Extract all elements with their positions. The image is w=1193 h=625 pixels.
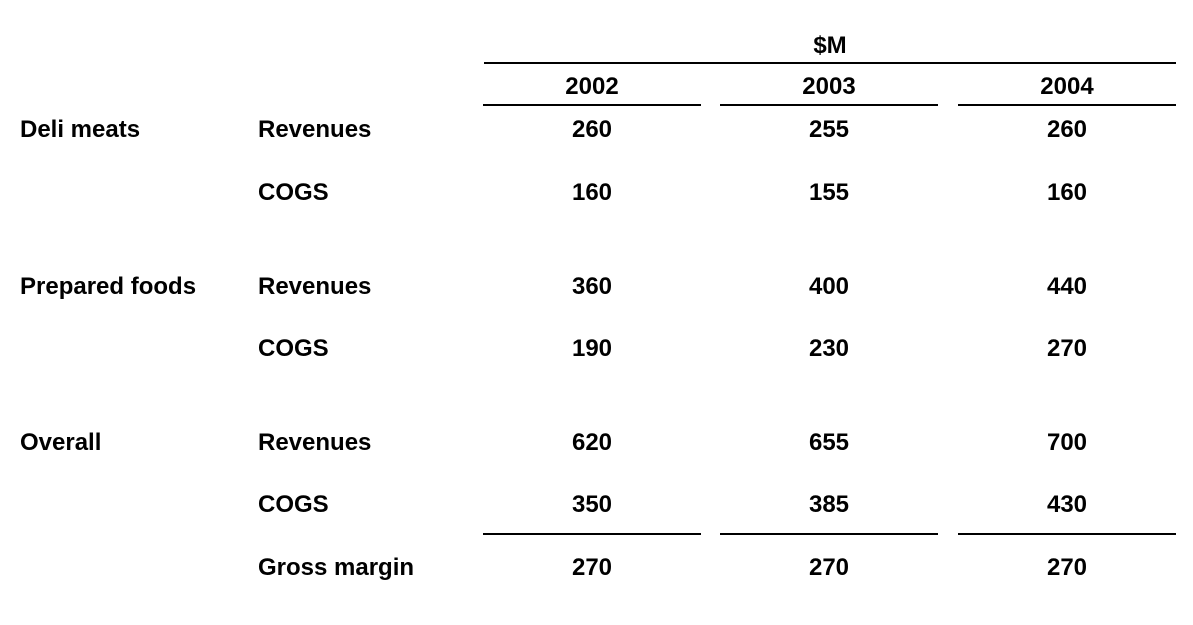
value-prepared-revenues-2002: 360: [571, 273, 613, 300]
unit-label: $M: [813, 32, 847, 59]
total-rule-2004: [958, 533, 1176, 535]
value-prepared-cogs-2003: 230: [808, 335, 850, 362]
value-overall-revenues-2002: 620: [571, 429, 613, 456]
value-gross-margin-2002: 270: [571, 554, 613, 581]
value-prepared-revenues-2003: 400: [808, 273, 850, 300]
value-deli-cogs-2003: 155: [808, 179, 850, 206]
value-deli-revenues-2004: 260: [1046, 116, 1088, 143]
value-gross-margin-2003: 270: [808, 554, 850, 581]
value-deli-revenues-2003: 255: [808, 116, 850, 143]
total-rule-2002: [483, 533, 701, 535]
group-label-overall: Overall: [20, 429, 102, 456]
value-deli-cogs-2002: 160: [571, 179, 613, 206]
unit-underline: [484, 62, 1176, 64]
group-label-prepared-foods: Prepared foods: [20, 273, 197, 300]
group-label-deli-meats: Deli meats: [20, 116, 141, 143]
value-overall-revenues-2003: 655: [808, 429, 850, 456]
row-label-prepared-revenues: Revenues: [258, 273, 372, 300]
total-rule-2003: [720, 533, 938, 535]
value-overall-cogs-2003: 385: [808, 491, 850, 518]
row-label-overall-cogs: COGS: [258, 491, 329, 518]
column-header-2003: 2003: [802, 73, 856, 100]
value-prepared-revenues-2004: 440: [1046, 273, 1088, 300]
row-label-prepared-cogs: COGS: [258, 335, 329, 362]
value-deli-cogs-2004: 160: [1046, 179, 1088, 206]
row-label-deli-revenues: Revenues: [258, 116, 372, 143]
column-header-2004: 2004: [1040, 73, 1094, 100]
header-underline-2003: [720, 104, 938, 106]
row-label-deli-cogs: COGS: [258, 179, 329, 206]
value-overall-cogs-2002: 350: [571, 491, 613, 518]
column-header-2002: 2002: [565, 73, 619, 100]
value-overall-revenues-2004: 700: [1046, 429, 1088, 456]
value-prepared-cogs-2004: 270: [1046, 335, 1088, 362]
header-underline-2004: [958, 104, 1176, 106]
value-prepared-cogs-2002: 190: [571, 335, 613, 362]
value-overall-cogs-2004: 430: [1046, 491, 1088, 518]
value-gross-margin-2004: 270: [1046, 554, 1088, 581]
row-label-overall-revenues: Revenues: [258, 429, 372, 456]
header-underline-2002: [483, 104, 701, 106]
row-label-gross-margin: Gross margin: [258, 554, 415, 581]
value-deli-revenues-2002: 260: [571, 116, 613, 143]
